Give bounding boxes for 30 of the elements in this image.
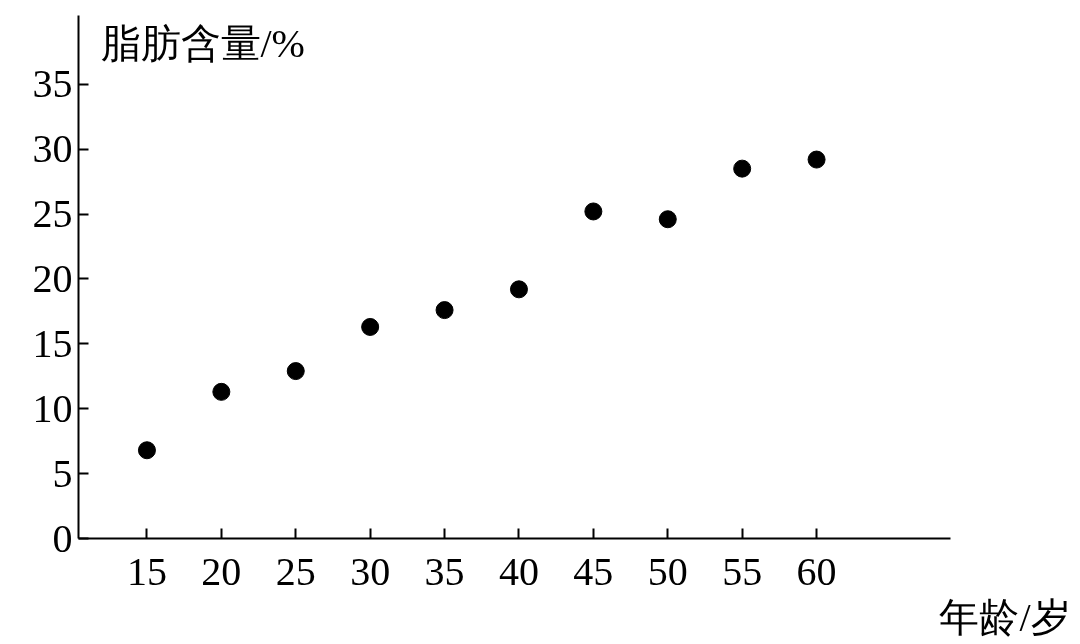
x-tick-label: 20 <box>201 548 242 594</box>
point <box>807 150 826 169</box>
x-axis-title: 年龄/岁 <box>939 594 1071 640</box>
y-tick-label: 0 <box>52 515 73 561</box>
x-tick-label: 60 <box>796 548 837 594</box>
y-tick-label: 20 <box>32 255 73 301</box>
point <box>509 280 528 299</box>
point <box>212 382 231 401</box>
x-tick-label: 15 <box>126 548 167 594</box>
point <box>435 301 454 320</box>
y-tick-label: 35 <box>32 61 73 107</box>
x-tick-label: 30 <box>350 548 391 594</box>
y-tick-label: 15 <box>32 320 73 366</box>
x-tick-label: 55 <box>722 548 763 594</box>
x-tick-label: 35 <box>424 548 465 594</box>
x-tick-label: 25 <box>275 548 316 594</box>
point <box>286 362 305 381</box>
y-tick-label: 5 <box>52 450 73 496</box>
point <box>137 441 156 460</box>
y-tick-label: 30 <box>32 126 73 172</box>
y-tick-label: 10 <box>32 385 73 431</box>
point <box>733 159 752 178</box>
point <box>658 210 677 229</box>
x-tick-label: 45 <box>573 548 614 594</box>
y-axis-title: 脂肪含量/% <box>100 20 305 66</box>
x-tick-label: 40 <box>498 548 539 594</box>
x-tick-label: 50 <box>647 548 688 594</box>
point <box>584 202 603 221</box>
point <box>361 317 380 336</box>
y-tick-label: 25 <box>32 191 73 237</box>
